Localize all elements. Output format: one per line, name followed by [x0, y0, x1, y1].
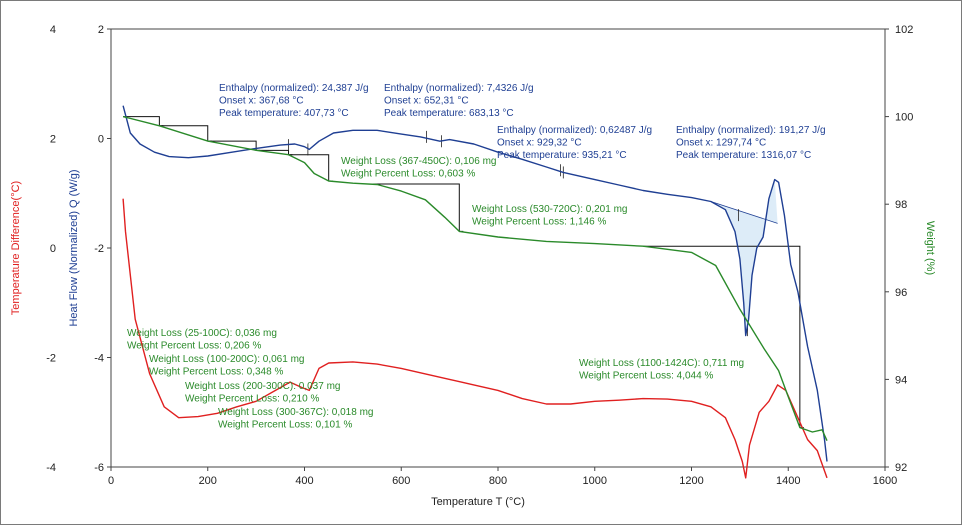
annotation-green-line: Weight Loss (100-200C): 0,061 mg — [149, 354, 304, 365]
annotation-blue-line: Enthalpy (normalized): 7,4326 J/g — [384, 83, 534, 94]
weight-tick-label: 96 — [895, 287, 907, 299]
series-line-weight — [122, 115, 828, 441]
annotation-green-line: Weight Percent Loss: 0,206 % — [127, 341, 261, 352]
heat-flow-tick-label: 0 — [98, 134, 104, 146]
peak-area-fill — [710, 179, 778, 336]
annotation-blue-line: Peak temperature: 935,21 °C — [497, 150, 627, 161]
heat-flow-tick-label: -6 — [94, 462, 104, 474]
x-tick-label: 1200 — [679, 475, 703, 487]
weight-tick-label: 98 — [895, 199, 907, 211]
annotation-blue-line: Onset x: 367,68 °C — [219, 96, 304, 107]
weight-step-marker — [367, 183, 464, 232]
temperature-difference-tick-label: -4 — [46, 462, 56, 474]
heat-flow-tick-label: -4 — [94, 353, 104, 365]
annotation-green-line: Weight Loss (1100-1424C): 0,711 mg — [579, 358, 744, 369]
annotation-blue-line: Enthalpy (normalized): 191,27 J/g — [676, 125, 826, 136]
annotation-blue-line: Onset x: 652,31 °C — [384, 96, 469, 107]
annotation-green-line: Weight Percent Loss: 4,044 % — [579, 371, 713, 382]
heat-flow-tick-label: 2 — [98, 24, 104, 36]
annotation-blue-line: Enthalpy (normalized): 24,387 J/g — [219, 83, 369, 94]
series-line-temperature-difference — [122, 198, 828, 479]
temperature-difference-tick-label: 4 — [50, 24, 56, 36]
annotation-blue-line: Onset x: 1297,74 °C — [676, 138, 766, 149]
temperature-difference-tick-label: 0 — [50, 243, 56, 255]
annotation-blue-line: Peak temperature: 683,13 °C — [384, 108, 514, 119]
peak-baseline — [710, 201, 778, 224]
x-tick-label: 800 — [489, 475, 507, 487]
weight-axis-title: Weight (%) — [924, 221, 936, 275]
temperature-difference-tick-label: -2 — [46, 353, 56, 365]
x-tick-label: 1000 — [583, 475, 607, 487]
x-tick-label: 600 — [392, 475, 410, 487]
annotation-blue-line: Onset x: 929,32 °C — [497, 138, 582, 149]
annotation-blue-line: Peak temperature: 407,73 °C — [219, 108, 349, 119]
heat-flow-tick-label: -2 — [94, 243, 104, 255]
annotation-green-line: Weight Loss (200-300C): 0,037 mg — [185, 381, 340, 392]
heat-flow-axis-title: Heat Flow (Normalized) Q (W/g) — [68, 169, 80, 326]
annotation-blue-line: Enthalpy (normalized): 0,62487 J/g — [497, 125, 652, 136]
annotation-green-line: Weight Loss (367-450C): 0,106 mg — [341, 156, 496, 167]
annotation-green-line: Weight Percent Loss: 1,146 % — [472, 217, 606, 228]
weight-step-marker — [643, 245, 804, 429]
x-tick-label: 0 — [108, 475, 114, 487]
weight-tick-label: 100 — [895, 112, 913, 124]
annotation-green-line: Weight Percent Loss: 0,101 % — [218, 420, 352, 431]
x-tick-label: 400 — [295, 475, 313, 487]
annotation-green-line: Weight Loss (530-720C): 0,201 mg — [472, 204, 627, 215]
annotation-green-line: Weight Loss (300-367C): 0,018 mg — [218, 407, 373, 418]
annotation-blue-line: Peak temperature: 1316,07 °C — [676, 150, 811, 161]
annotation-green-line: Weight Percent Loss: 0,210 % — [185, 394, 319, 405]
x-tick-label: 1400 — [776, 475, 800, 487]
weight-tick-label: 102 — [895, 24, 913, 36]
temperature-difference-axis-title: Temperature Difference(°C) — [10, 181, 22, 315]
annotation-green-line: Weight Percent Loss: 0,603 % — [341, 169, 475, 180]
weight-tick-label: 92 — [895, 462, 907, 474]
weight-tick-label: 94 — [895, 374, 907, 386]
x-axis-title: Temperature T (°C) — [431, 496, 525, 508]
annotation-green-line: Weight Percent Loss: 0,348 % — [149, 367, 283, 378]
annotation-green-line: Weight Loss (25-100C): 0,036 mg — [127, 328, 277, 339]
series-line-heat-flow-normalized — [122, 105, 828, 462]
x-tick-label: 200 — [199, 475, 217, 487]
temperature-difference-tick-label: 2 — [50, 134, 56, 146]
x-tick-label: 1600 — [873, 475, 897, 487]
